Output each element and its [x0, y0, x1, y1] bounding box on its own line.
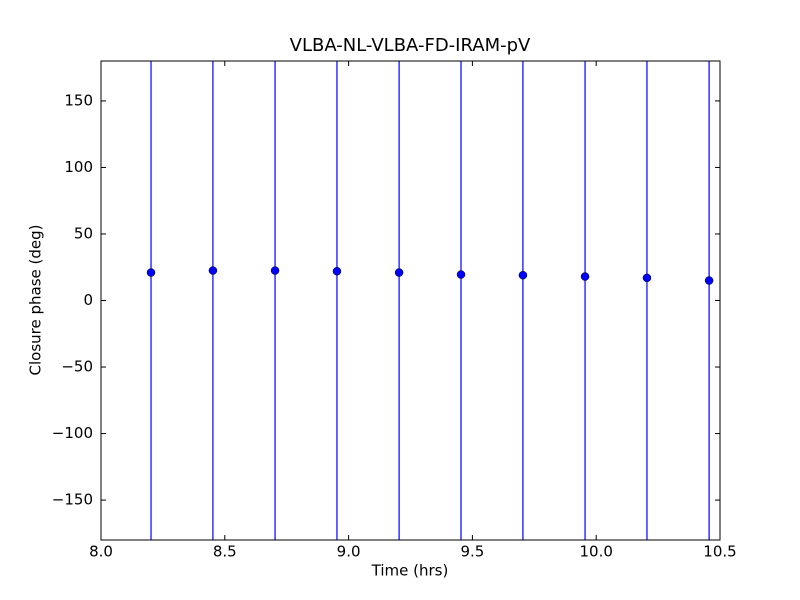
data-point	[518, 270, 528, 280]
x-tick-label: 9.0	[337, 543, 361, 561]
x-tick-label: 10.5	[703, 543, 736, 561]
data-point	[580, 272, 590, 281]
data-point	[332, 266, 342, 276]
y-tick-label: 100	[64, 158, 93, 176]
y-axis-label: Closure phase (deg)	[27, 225, 45, 376]
data-point	[270, 266, 280, 275]
y-tick-label: 150	[64, 91, 93, 109]
data-point	[456, 270, 466, 279]
x-axis-label: Time (hrs)	[371, 562, 449, 580]
y-tick-label: −100	[52, 424, 93, 442]
y-tick-label: −50	[61, 358, 93, 376]
data-point	[642, 273, 652, 283]
y-tick-label: 0	[83, 291, 93, 309]
data-point	[208, 266, 218, 275]
data-point	[704, 276, 714, 285]
data-point	[394, 268, 404, 277]
plot-area	[146, 61, 714, 540]
x-tick-label: 8.0	[89, 543, 113, 561]
y-tick-label: −150	[52, 491, 93, 509]
x-tick-label: 9.5	[460, 543, 484, 561]
data-point	[146, 268, 156, 277]
y-tick-label: 50	[74, 224, 93, 242]
chart-title: VLBA-NL-VLBA-FD-IRAM-pV	[290, 35, 531, 56]
x-tick-label: 8.5	[213, 543, 237, 561]
x-tick-label: 10.0	[579, 543, 612, 561]
